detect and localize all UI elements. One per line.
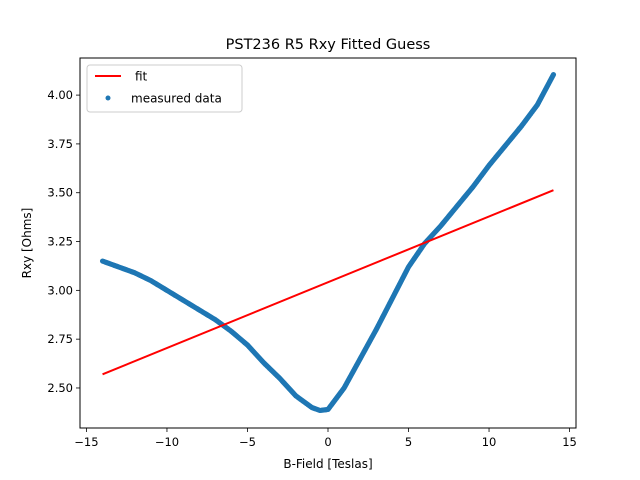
legend: fit measured data [86, 64, 243, 113]
x-tick-label: 5 [405, 435, 412, 449]
x-tick-label: −5 [239, 435, 256, 449]
y-tick-label: 3.50 [47, 186, 73, 200]
y-tick-label: 2.50 [47, 381, 73, 395]
axes-background [80, 58, 576, 428]
x-tick-label: 0 [324, 435, 331, 449]
x-tick-label: −10 [155, 435, 179, 449]
y-tick-label: 3.00 [47, 283, 73, 297]
legend-measured-data-label: measured data [131, 92, 222, 106]
measured-data-series [99, 72, 557, 414]
x-axis-ticks: −15 −10 −5 0 5 10 15 [74, 428, 577, 449]
legend-measured-data-swatch [105, 95, 111, 101]
x-tick-label: 10 [482, 435, 497, 449]
x-tick-label: 15 [562, 435, 577, 449]
chart-title: PST236 R5 Rxy Fitted Guess [226, 37, 431, 53]
legend-fit-label: fit [135, 70, 148, 84]
x-axis-label: B-Field [Teslas] [283, 457, 372, 471]
y-tick-label: 4.00 [47, 88, 73, 102]
data-point [550, 72, 557, 78]
fit-line [102, 189, 554, 376]
plot-area [99, 72, 557, 414]
legend-box [86, 64, 243, 113]
y-tick-label: 3.25 [47, 235, 73, 249]
x-tick-label: −15 [74, 435, 98, 449]
y-axis-label: Rxy [Ohms] [20, 208, 34, 279]
y-axis-ticks: 2.50 2.75 3.00 3.25 3.50 3.75 4.00 [47, 88, 80, 395]
y-tick-label: 2.75 [47, 332, 73, 346]
y-tick-label: 3.75 [47, 137, 73, 151]
